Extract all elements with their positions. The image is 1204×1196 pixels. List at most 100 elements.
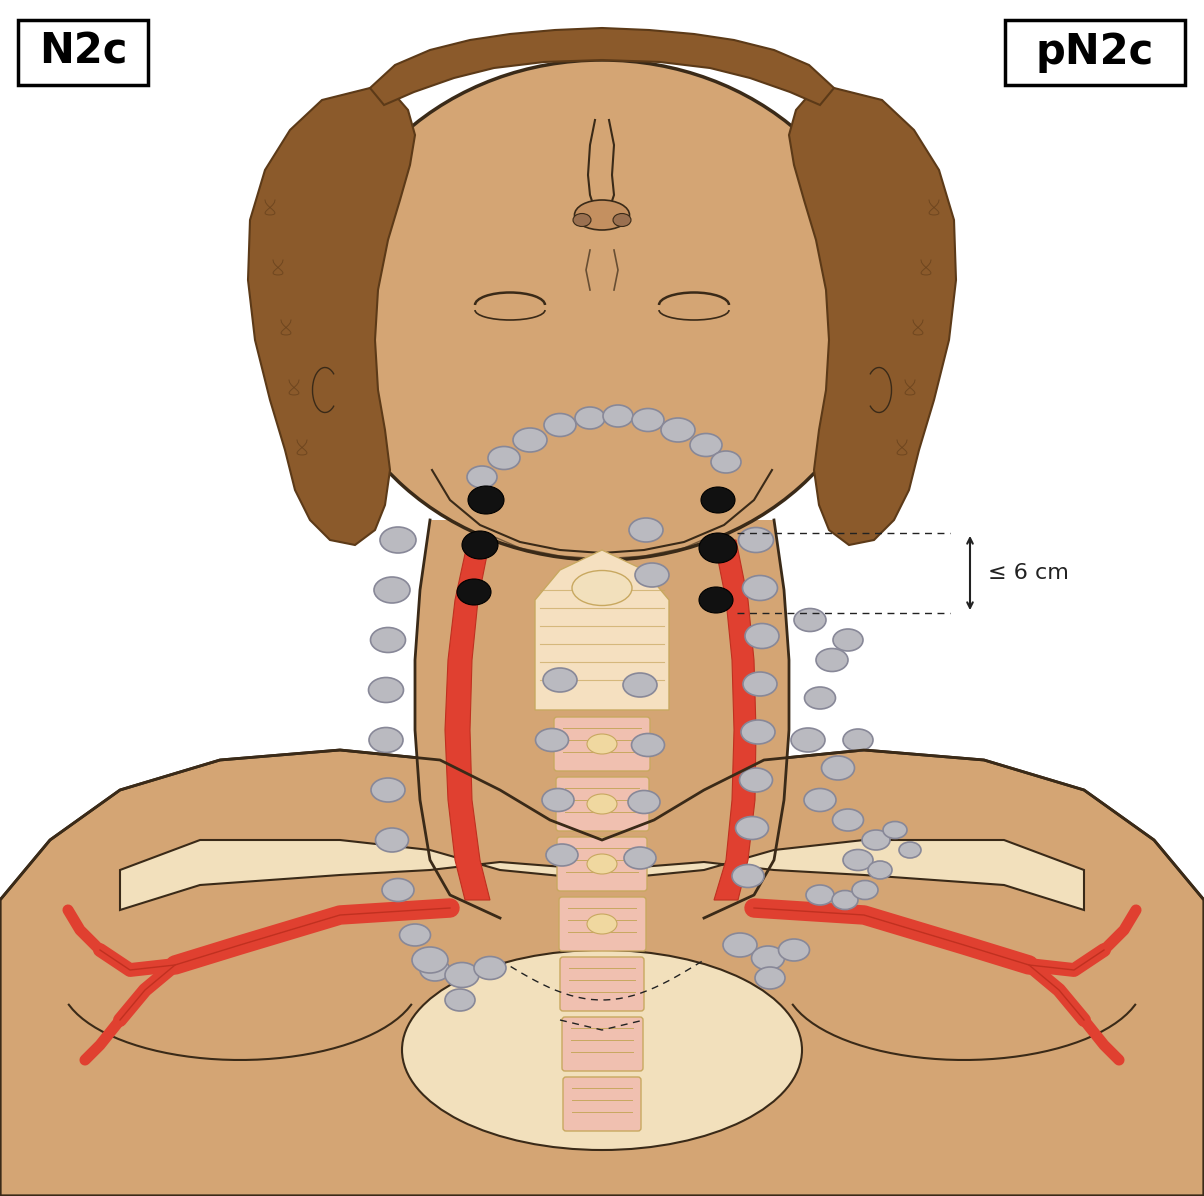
- FancyBboxPatch shape: [557, 837, 647, 891]
- Ellipse shape: [701, 487, 734, 513]
- FancyBboxPatch shape: [560, 957, 644, 1011]
- Ellipse shape: [868, 861, 892, 879]
- Text: N2c: N2c: [39, 31, 128, 73]
- Ellipse shape: [899, 842, 921, 858]
- Ellipse shape: [380, 527, 417, 553]
- Ellipse shape: [371, 779, 405, 803]
- FancyBboxPatch shape: [556, 777, 649, 831]
- Ellipse shape: [628, 791, 660, 813]
- Ellipse shape: [468, 486, 504, 514]
- Ellipse shape: [722, 933, 757, 957]
- Ellipse shape: [632, 409, 663, 432]
- Ellipse shape: [751, 946, 785, 970]
- Polygon shape: [445, 541, 490, 901]
- Polygon shape: [415, 520, 789, 935]
- Ellipse shape: [690, 433, 722, 457]
- Ellipse shape: [613, 214, 631, 226]
- Ellipse shape: [805, 885, 834, 905]
- Ellipse shape: [402, 950, 802, 1151]
- Ellipse shape: [736, 817, 768, 840]
- Ellipse shape: [740, 720, 775, 744]
- FancyBboxPatch shape: [1005, 20, 1185, 85]
- Ellipse shape: [572, 570, 632, 605]
- Ellipse shape: [368, 677, 403, 702]
- Ellipse shape: [833, 629, 863, 651]
- FancyBboxPatch shape: [554, 716, 650, 771]
- Ellipse shape: [745, 623, 779, 648]
- Ellipse shape: [300, 355, 344, 425]
- Ellipse shape: [544, 414, 576, 437]
- Ellipse shape: [573, 214, 591, 226]
- Ellipse shape: [420, 959, 450, 981]
- Ellipse shape: [816, 648, 848, 671]
- Ellipse shape: [467, 466, 497, 488]
- Ellipse shape: [371, 628, 406, 653]
- Ellipse shape: [412, 947, 448, 974]
- Ellipse shape: [779, 939, 809, 962]
- Polygon shape: [789, 89, 956, 545]
- Ellipse shape: [661, 417, 695, 443]
- Polygon shape: [714, 541, 756, 901]
- Ellipse shape: [743, 672, 777, 696]
- Ellipse shape: [576, 407, 604, 429]
- Ellipse shape: [635, 563, 669, 587]
- Ellipse shape: [832, 891, 858, 909]
- FancyBboxPatch shape: [18, 20, 148, 85]
- Ellipse shape: [445, 989, 476, 1011]
- Ellipse shape: [791, 728, 825, 752]
- Ellipse shape: [445, 963, 479, 988]
- Polygon shape: [248, 89, 415, 545]
- Ellipse shape: [804, 788, 836, 812]
- Polygon shape: [370, 28, 834, 105]
- Ellipse shape: [628, 518, 663, 542]
- Ellipse shape: [543, 669, 577, 692]
- Text: pN2c: pN2c: [1035, 31, 1155, 73]
- Ellipse shape: [860, 355, 904, 425]
- Polygon shape: [0, 750, 1204, 1196]
- Ellipse shape: [474, 957, 506, 980]
- Ellipse shape: [852, 880, 878, 899]
- Ellipse shape: [632, 733, 665, 757]
- Ellipse shape: [603, 405, 633, 427]
- Ellipse shape: [700, 587, 733, 614]
- Ellipse shape: [624, 847, 656, 869]
- Ellipse shape: [739, 768, 773, 792]
- Ellipse shape: [843, 849, 873, 871]
- Ellipse shape: [588, 734, 616, 753]
- Ellipse shape: [400, 925, 431, 946]
- Ellipse shape: [622, 673, 657, 697]
- FancyBboxPatch shape: [559, 897, 647, 951]
- Polygon shape: [120, 840, 1084, 910]
- Ellipse shape: [536, 728, 568, 751]
- Ellipse shape: [883, 822, 907, 838]
- Text: ≤ 6 cm: ≤ 6 cm: [988, 563, 1069, 582]
- FancyBboxPatch shape: [563, 1078, 641, 1131]
- Ellipse shape: [743, 575, 778, 600]
- Ellipse shape: [588, 794, 616, 814]
- Ellipse shape: [804, 687, 836, 709]
- Ellipse shape: [458, 579, 491, 605]
- Ellipse shape: [376, 828, 408, 852]
- Ellipse shape: [513, 428, 547, 452]
- Ellipse shape: [574, 200, 630, 230]
- Polygon shape: [535, 550, 669, 710]
- Ellipse shape: [700, 533, 737, 563]
- Ellipse shape: [462, 531, 498, 559]
- Ellipse shape: [321, 60, 883, 560]
- Ellipse shape: [712, 451, 740, 472]
- Ellipse shape: [832, 808, 863, 831]
- Ellipse shape: [382, 879, 414, 902]
- Ellipse shape: [821, 756, 855, 780]
- FancyBboxPatch shape: [562, 1017, 643, 1070]
- Ellipse shape: [755, 968, 785, 989]
- Ellipse shape: [368, 727, 403, 752]
- Ellipse shape: [542, 788, 574, 812]
- Ellipse shape: [588, 854, 616, 874]
- Ellipse shape: [488, 446, 520, 470]
- Ellipse shape: [545, 844, 578, 866]
- Ellipse shape: [738, 527, 773, 553]
- Ellipse shape: [588, 914, 616, 934]
- Ellipse shape: [374, 576, 411, 603]
- Ellipse shape: [862, 830, 890, 850]
- Ellipse shape: [793, 609, 826, 631]
